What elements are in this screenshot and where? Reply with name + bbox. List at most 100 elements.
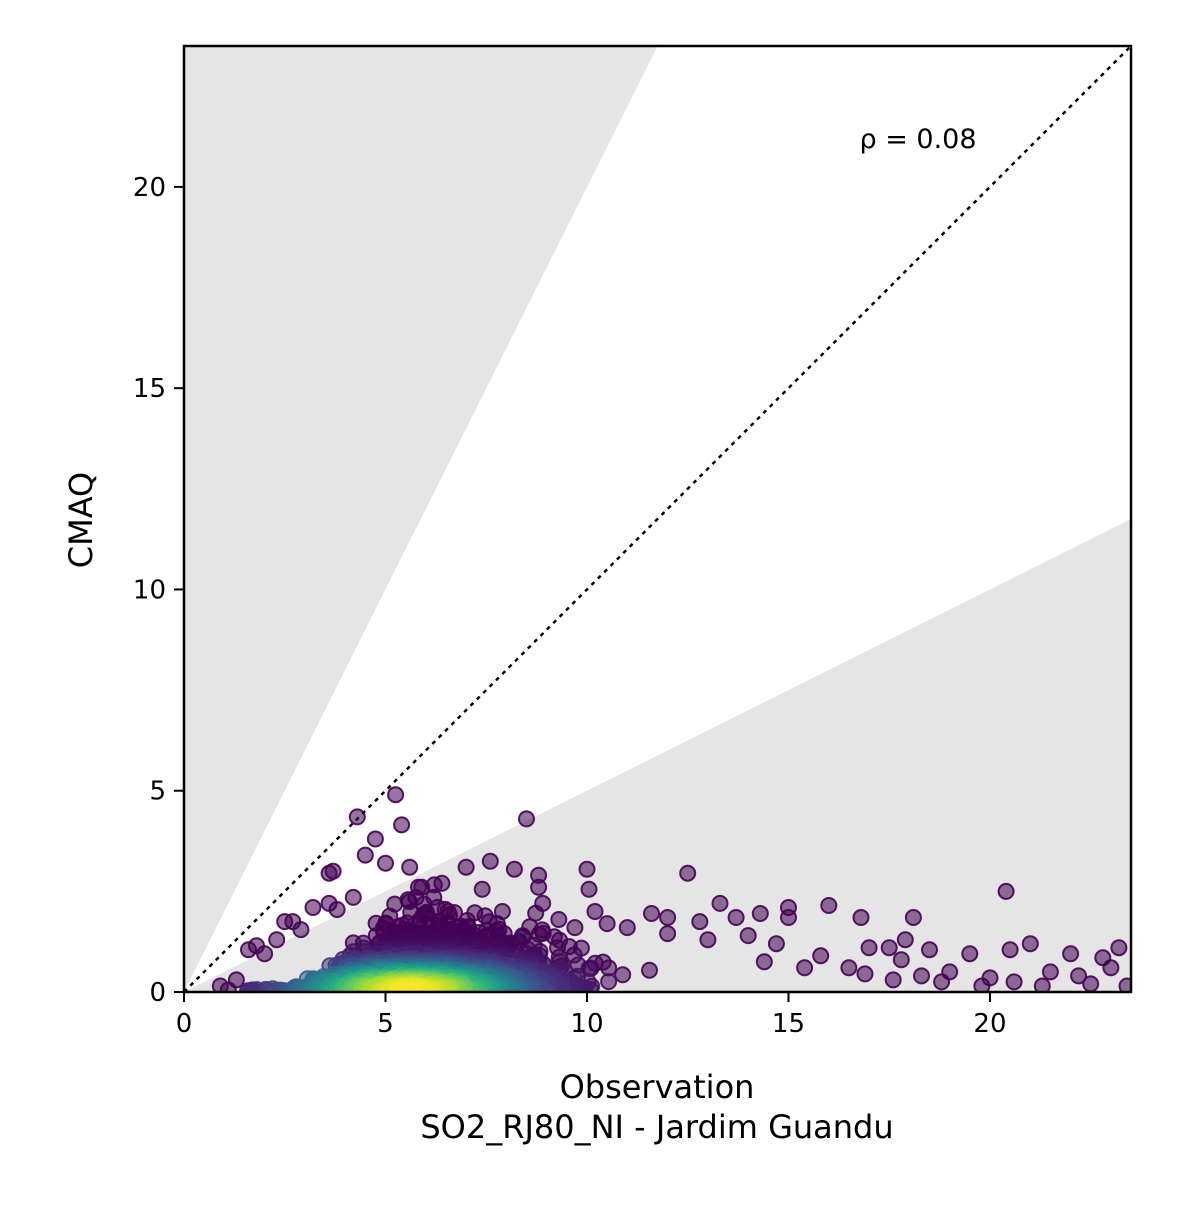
- shaded-region-upper: [184, 46, 658, 992]
- y-tick-label: 10: [133, 575, 166, 605]
- data-point: [796, 959, 814, 977]
- data-point: [812, 947, 830, 965]
- data-point: [219, 981, 237, 992]
- data-point: [393, 816, 411, 834]
- data-point: [387, 786, 405, 804]
- scatter-points: [211, 786, 1131, 992]
- data-point: [997, 882, 1015, 900]
- data-point: [820, 897, 838, 914]
- data-point: [1005, 973, 1023, 991]
- data-point: [1033, 977, 1051, 992]
- data-point: [276, 913, 294, 931]
- y-tick-label: 20: [133, 173, 166, 203]
- x-tick-label: 10: [570, 1009, 603, 1039]
- data-point: [600, 973, 618, 991]
- data-point: [1001, 941, 1019, 959]
- data-point: [580, 880, 598, 898]
- data-point: [1041, 963, 1059, 981]
- data-point: [1062, 945, 1080, 963]
- data-point: [884, 971, 902, 989]
- y-axis-label: CMAQ: [62, 472, 100, 568]
- axis-ticks: 0 5 10 15 20 0 5 10 15 20: [133, 173, 1007, 1039]
- data-point: [457, 858, 475, 876]
- x-tick-label: 5: [377, 1009, 394, 1039]
- data-point: [892, 951, 910, 969]
- y-tick-label: 15: [133, 374, 166, 404]
- y-tick-label: 5: [149, 777, 166, 807]
- data-point: [1070, 967, 1088, 985]
- data-point: [973, 977, 991, 992]
- y-tick-label: 0: [149, 978, 166, 1008]
- data-point: [921, 941, 938, 959]
- shaded-region-lower: [184, 519, 1131, 992]
- data-point: [780, 909, 797, 926]
- data-point: [727, 909, 745, 926]
- data-point: [755, 953, 773, 971]
- shaded-regions: [184, 46, 1131, 992]
- x-tick-label: 15: [772, 1009, 805, 1039]
- x-axis-subtitle: SO2_RJ80_NI - Jardim Guandu: [420, 1108, 893, 1146]
- data-point: [578, 860, 596, 878]
- data-point: [767, 935, 785, 953]
- data-point: [614, 966, 632, 984]
- data-point: [356, 846, 374, 864]
- data-point: [328, 901, 346, 918]
- data-point: [304, 899, 322, 916]
- data-point: [348, 808, 366, 826]
- data-point: [1102, 959, 1120, 977]
- data-point: [473, 880, 491, 898]
- data-point: [1021, 935, 1039, 953]
- data-point: [641, 961, 658, 979]
- data-point: [401, 858, 419, 876]
- data-point: [586, 903, 604, 920]
- data-point: [324, 862, 342, 880]
- data-point: [659, 909, 677, 926]
- data-point: [856, 965, 874, 983]
- x-axis-label: Observation: [560, 1068, 755, 1106]
- reference-line-layer: [184, 46, 1131, 992]
- data-point: [505, 860, 523, 878]
- data-point: [659, 925, 677, 943]
- data-point: [550, 911, 568, 928]
- data-point: [240, 941, 257, 959]
- data-point: [366, 830, 384, 848]
- data-point: [377, 854, 394, 872]
- data-point: [643, 905, 660, 922]
- data-point: [933, 973, 951, 991]
- annotation-rho: ρ = 0.08: [859, 124, 976, 155]
- data-point: [880, 939, 898, 957]
- data-point: [1082, 975, 1100, 992]
- one-to-one-line: [184, 46, 1131, 992]
- data-point: [530, 878, 548, 896]
- data-point: [268, 931, 286, 949]
- data-point: [518, 810, 535, 828]
- x-tick-label: 20: [973, 1009, 1006, 1039]
- data-point: [711, 894, 729, 912]
- data-point: [852, 909, 870, 926]
- data-point: [1118, 977, 1131, 992]
- data-point: [598, 915, 616, 933]
- data-point: [699, 931, 717, 949]
- data-point: [840, 959, 858, 977]
- data-point: [860, 939, 878, 957]
- plot-frame: [182, 44, 1133, 994]
- data-point: [425, 876, 443, 894]
- data-point: [896, 931, 914, 949]
- data-point: [691, 913, 709, 931]
- data-point: [481, 852, 499, 870]
- data-point: [913, 967, 930, 985]
- data-point: [751, 905, 769, 922]
- data-point: [904, 909, 922, 926]
- data-point: [618, 919, 636, 937]
- data-point: [679, 864, 697, 882]
- x-tick-label: 0: [176, 1009, 193, 1039]
- data-point: [344, 888, 362, 906]
- data-point: [292, 921, 310, 939]
- data-point: [961, 945, 979, 963]
- data-point: [566, 919, 584, 937]
- data-point: [739, 927, 757, 945]
- data-point: [256, 945, 274, 963]
- data-point: [1110, 939, 1128, 957]
